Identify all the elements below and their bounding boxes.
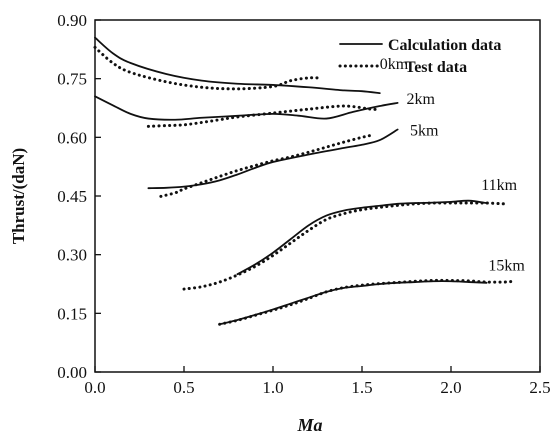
series-0km-test [93,45,319,91]
y-tick-label: 0.30 [57,246,87,265]
legend-calculation-label: Calculation data [388,37,501,54]
series-2km-calculation [94,95,399,121]
series-11km-test [182,201,506,291]
x-tick-label: 0.5 [173,378,194,397]
x-tick-label: 0.0 [84,378,105,397]
altitude-label: 2km [407,91,436,108]
series-15km-calculation [218,280,488,326]
ticks-layer: 0.0 0.5 1.0 1.5 2.0 2.5 0.00 0.15 0.30 0.45 0.60 0.… [57,11,550,397]
altitude-label: 15km [488,257,525,274]
series-5km-test [159,133,373,198]
y-tick-label: 0.90 [57,11,87,30]
y-tick-label: 0.75 [57,70,87,89]
series-11km-calculation [236,199,488,276]
y-tick-label: 0.45 [57,187,87,206]
x-tick-label: 1.0 [262,378,283,397]
series-layer [93,36,515,326]
legend-test-label: Test data [405,59,467,76]
altitude-label: 0km [380,56,409,73]
x-axis-title: Ma [296,415,322,435]
altitude-label: 11km [481,177,517,194]
series-15km-test [218,278,515,326]
x-tick-label: 1.5 [351,378,372,397]
legend: Calculation data Test data [338,37,501,76]
annotation-layer: 0km 2km 5km 11km 15km [380,56,526,274]
series-0km-calculation [94,36,381,95]
series-2km-test [146,104,382,128]
x-tick-label: 2.5 [529,378,550,397]
y-tick-label: 0.60 [57,128,87,147]
y-axis-title: Thrust/(daN) [9,148,28,244]
series-5km-calculation [147,128,399,190]
y-tick-label: 0.00 [57,363,87,382]
y-tick-label: 0.15 [57,304,87,323]
altitude-label: 5km [410,122,439,139]
x-tick-label: 2.0 [440,378,461,397]
